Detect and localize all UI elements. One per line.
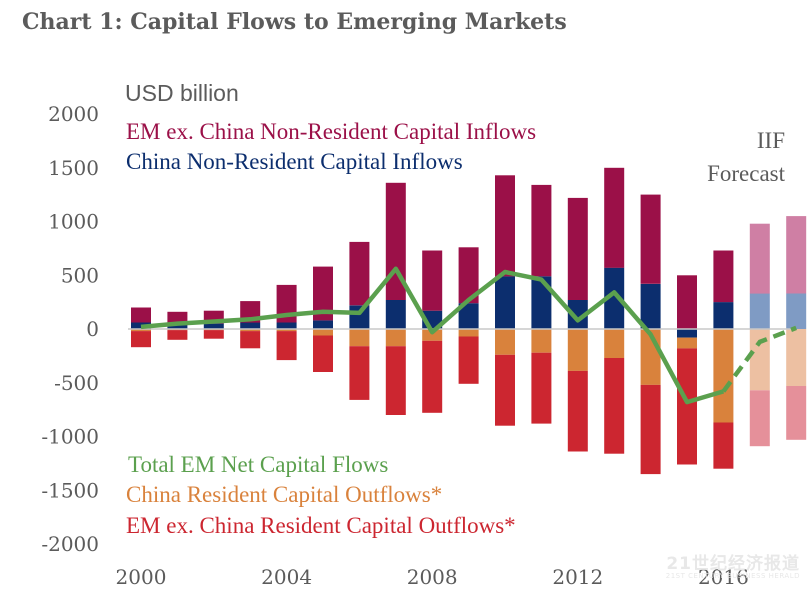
y-tick-label: 0 [86, 317, 99, 341]
y-tick-label: 500 [61, 263, 99, 287]
bar-china-outflow-2010 [495, 329, 515, 355]
bar-em-inflow-2009 [458, 247, 479, 304]
bar-china-inflow-2018 [786, 293, 807, 329]
y-tick-label: -2000 [41, 532, 99, 556]
bar-em-inflow-2010 [495, 175, 515, 277]
bar-china-inflow-2006 [349, 305, 370, 329]
bar-china-inflow-2012 [567, 300, 588, 329]
bar-em-outflow-2014 [640, 384, 661, 475]
bar-china-inflow-2002 [203, 323, 224, 329]
legend-label: Total EM Net Capital Flows [128, 452, 388, 477]
bar-china-inflow-2007 [385, 300, 406, 329]
watermark-sub: 21ST CENTURY BUSINESS HERALD [665, 572, 800, 580]
bar-em-outflow-2018 [786, 386, 807, 440]
y-tick-label: -1000 [41, 425, 99, 449]
bar-china-outflow-2009 [458, 329, 479, 337]
bar-em-outflow-2010 [495, 354, 515, 426]
x-tick-label: 2004 [261, 565, 312, 589]
x-tick-label: 2008 [407, 565, 458, 589]
legend-label: EM ex. China Non-Resident Capital Inflow… [126, 119, 536, 144]
bar-em-inflow-2007 [385, 182, 406, 300]
bar-em-outflow-2004 [276, 331, 297, 361]
bar-china-outflow-2018 [786, 329, 807, 386]
y-tick-label: 2000 [48, 102, 99, 126]
bar-china-outflow-2011 [531, 329, 552, 353]
bar-china-outflow-2000 [131, 329, 151, 332]
bar-china-inflow-2005 [313, 320, 333, 329]
bar-em-inflow-2015 [677, 275, 697, 330]
bar-china-outflow-2008 [422, 329, 443, 341]
bar-em-inflow-2012 [567, 197, 588, 300]
bar-em-outflow-2009 [458, 336, 479, 384]
bar-em-outflow-2000 [131, 331, 151, 348]
bar-em-inflow-2000 [131, 307, 151, 323]
bar-em-inflow-2017 [749, 223, 770, 294]
bar-em-outflow-2013 [604, 358, 625, 454]
bar-china-inflow-2013 [604, 267, 625, 329]
bar-em-outflow-2005 [313, 335, 333, 372]
legend-label: China Resident Capital Outflows* [126, 482, 442, 507]
bar-china-outflow-2003 [240, 329, 261, 332]
bar-china-inflow-2011 [531, 276, 552, 329]
y-tick-label: -500 [54, 371, 99, 395]
bar-china-outflow-2015 [677, 337, 697, 349]
forecast-label-line-2: Forecast [707, 161, 785, 186]
x-tick-label: 2012 [552, 565, 603, 589]
bar-china-outflow-2004 [276, 329, 297, 332]
bar-em-outflow-2007 [385, 346, 406, 415]
bar-china-outflow-2013 [604, 329, 625, 358]
bar-china-inflow-2016 [713, 302, 734, 329]
net-flow-line [140, 266, 725, 405]
bar-china-outflow-2017 [749, 329, 770, 391]
bar-china-inflow-2017 [749, 293, 770, 329]
bar-em-inflow-2016 [713, 250, 734, 303]
bar-em-outflow-2003 [240, 331, 261, 349]
bar-em-outflow-2016 [713, 422, 734, 469]
y-tick-label: 1500 [48, 156, 99, 180]
net-flow-forecast-line [721, 325, 798, 393]
bar-em-inflow-2011 [531, 184, 552, 277]
bar-china-outflow-2005 [313, 329, 333, 336]
bar-china-outflow-2006 [349, 329, 370, 347]
bar-em-outflow-2002 [203, 330, 224, 339]
bar-em-outflow-2011 [531, 352, 552, 424]
bar-china-inflow-2001 [167, 324, 188, 329]
bar-china-outflow-2016 [713, 329, 734, 423]
forecast-label-line-1: IIF [756, 128, 785, 153]
bar-china-inflow-2015 [677, 329, 697, 338]
bar-em-inflow-2013 [604, 167, 625, 268]
bar-em-inflow-2006 [349, 241, 370, 306]
bar-em-inflow-2008 [422, 250, 443, 311]
legend-label: China Non-Resident Capital Inflows [126, 149, 463, 174]
bar-em-outflow-2008 [422, 340, 443, 413]
forecast-label: IIF Forecast [707, 124, 785, 190]
y-tick-label: -1500 [41, 478, 99, 502]
bar-china-outflow-2007 [385, 329, 406, 347]
bar-em-outflow-2017 [749, 390, 770, 447]
chart-title: Chart 1: Capital Flows to Emerging Marke… [22, 9, 567, 35]
x-tick-label: 2016 [698, 565, 749, 589]
x-tick-label: 2000 [116, 565, 167, 589]
bar-em-outflow-2006 [349, 346, 370, 400]
watermark: 21世纪经济报道 21ST CENTURY BUSINESS HERALD [666, 549, 800, 580]
bar-china-inflow-2014 [640, 283, 661, 329]
bar-china-inflow-2009 [458, 303, 479, 329]
legend-label: EM ex. China Resident Capital Outflows* [126, 513, 516, 538]
bar-em-outflow-2015 [677, 348, 697, 465]
bar-china-inflow-2004 [276, 322, 297, 329]
bar-china-outflow-2012 [567, 329, 588, 371]
bar-em-outflow-2001 [167, 330, 188, 340]
bar-china-inflow-2010 [495, 276, 515, 329]
bar-em-inflow-2005 [313, 266, 333, 321]
bar-em-outflow-2012 [567, 370, 588, 452]
bar-em-inflow-2018 [786, 216, 807, 294]
bar-em-inflow-2014 [640, 194, 661, 284]
bar-china-inflow-2003 [240, 322, 261, 329]
y-tick-label: 1000 [48, 210, 99, 234]
unit-label: USD billion [125, 80, 239, 106]
watermark-main: 21世纪经济报道 [666, 554, 800, 574]
